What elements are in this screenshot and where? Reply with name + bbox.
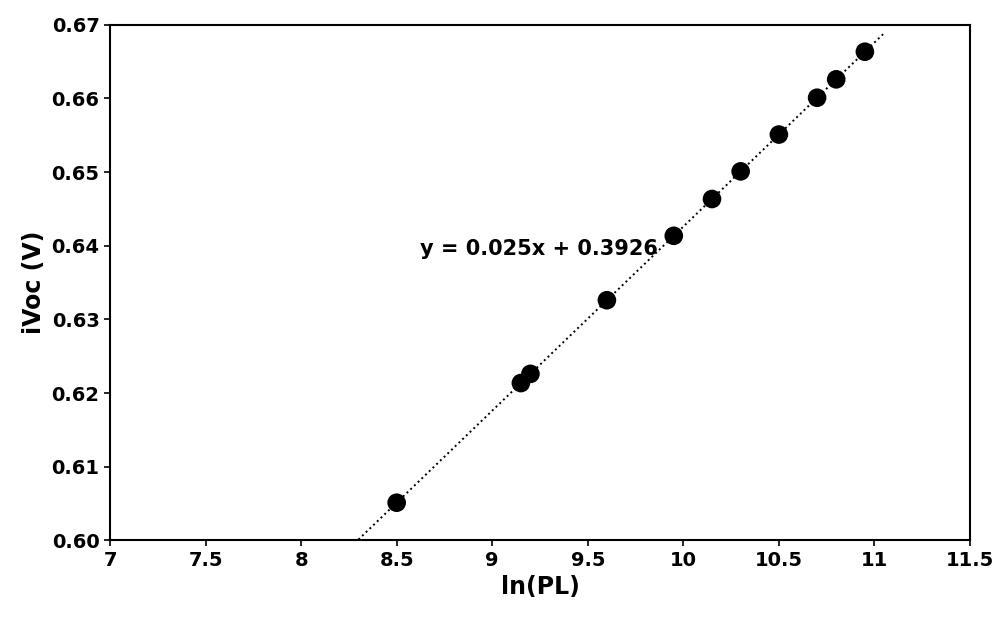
Point — [389, 498, 405, 508]
Point — [828, 75, 844, 84]
Point — [733, 166, 749, 176]
Y-axis label: iVoc (V): iVoc (V) — [22, 231, 46, 334]
Point — [666, 231, 682, 241]
Point — [771, 130, 787, 140]
Point — [857, 47, 873, 57]
Point — [513, 378, 529, 388]
Point — [599, 295, 615, 305]
Point — [704, 194, 720, 204]
Text: y = 0.025x + 0.3926: y = 0.025x + 0.3926 — [420, 240, 657, 260]
X-axis label: ln(PL): ln(PL) — [501, 575, 579, 599]
Point — [809, 93, 825, 102]
Point — [522, 369, 538, 379]
